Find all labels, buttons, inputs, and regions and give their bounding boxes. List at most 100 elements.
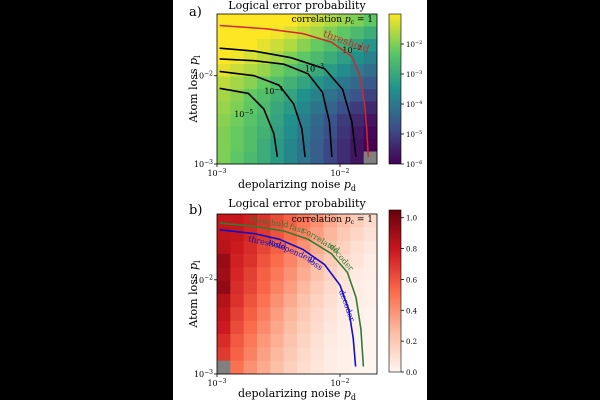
panel-b-cell	[283, 280, 298, 295]
panel-b-cell	[297, 360, 311, 375]
panel-b-cell	[257, 320, 271, 335]
panel-b-cell	[230, 240, 245, 255]
panel-a-cell	[297, 39, 311, 52]
panel-b-cell	[363, 280, 378, 295]
panel-a-cell	[310, 89, 325, 102]
panel-b-cell	[283, 347, 298, 362]
panel-b-cell	[230, 334, 245, 348]
panel-b-cell	[337, 214, 351, 228]
panel-b-cell	[310, 360, 325, 375]
panel-b-annotation: correlation pc = 1	[292, 215, 373, 226]
colorbar-tick-label: 1.0	[406, 215, 417, 223]
panel-b-cell	[230, 267, 245, 282]
panel-a-cell	[350, 101, 365, 115]
panel-b-cell	[297, 227, 311, 242]
panel-b-cell	[217, 280, 231, 295]
panel-a-cell	[350, 89, 365, 102]
panel-a-cell	[217, 89, 231, 102]
panel-b-cell	[283, 360, 298, 375]
panel-a-cell	[270, 39, 285, 52]
panel-a-cell	[217, 14, 231, 27]
panel-a-cell	[270, 64, 285, 77]
panel-b-cell	[217, 214, 231, 228]
panel-a-cell	[283, 64, 298, 77]
threshold-curve	[219, 229, 357, 367]
panel-a-cell	[363, 64, 378, 77]
panel-b-cell	[310, 347, 325, 362]
panel-a-cell	[363, 51, 378, 65]
panel-b-cell	[270, 280, 285, 295]
panel-b-cell	[283, 307, 298, 322]
panel-b-cell	[283, 267, 298, 282]
panel-a-cell	[270, 14, 285, 27]
colorbar-tick-label: 10−5	[406, 130, 422, 139]
panel-b-cell	[350, 360, 365, 375]
panel-a-cell	[243, 14, 258, 27]
threshold-curve	[219, 24, 370, 158]
panel-b-cell	[297, 294, 311, 308]
panel-b-cell	[257, 240, 271, 255]
panel-a-cell	[337, 139, 351, 152]
panel-a-cell	[270, 139, 285, 152]
panel-b-cell	[270, 240, 285, 255]
panel-b-cell	[363, 227, 378, 242]
panel-b-cell	[363, 214, 378, 228]
panel-b-cell	[283, 294, 298, 308]
panel-b-cell	[243, 280, 258, 295]
panel-b-cell	[230, 280, 245, 295]
panel-a-cell	[323, 76, 338, 90]
panel-a-cell	[270, 26, 285, 40]
panel-b-cell	[337, 307, 351, 322]
panel-b-cell	[363, 334, 378, 348]
panel-a-cell	[310, 76, 325, 90]
panel-a-cell	[230, 14, 245, 27]
panel-a-cell	[217, 139, 231, 152]
panel-a-cell	[230, 101, 245, 115]
panel-b-cell	[297, 307, 311, 322]
panel-a-cell	[323, 51, 338, 65]
panel-a-cell	[363, 26, 378, 40]
panel-b-cell	[243, 334, 258, 348]
panel-b-cell	[337, 267, 351, 282]
panel-a: a) Logical error probability 10−210−310−…	[187, 0, 422, 193]
panel-b-cell	[230, 307, 245, 322]
panel-b-cell	[283, 214, 298, 228]
panel-b-cell	[243, 214, 258, 228]
panel-b-cell	[363, 254, 378, 268]
panel-b-cell	[323, 294, 338, 308]
panel-a-cell	[230, 139, 245, 152]
panel-b-cell	[217, 240, 231, 255]
panel-b-cell	[257, 294, 271, 308]
panel-b-cell	[310, 240, 325, 255]
panel-b-cell	[243, 294, 258, 308]
panel-a-cell	[243, 139, 258, 152]
colorbar-tick-label: 0.0	[406, 369, 417, 377]
panel-b-label: b)	[189, 203, 202, 218]
panel-a-cell	[310, 101, 325, 115]
panel-b-cell	[270, 294, 285, 308]
panel-a-cell	[297, 89, 311, 102]
panel-a-cell	[217, 26, 231, 40]
panel-a-cell	[270, 114, 285, 127]
panel-a-cell	[243, 151, 258, 165]
panel-b-cell	[217, 294, 231, 308]
panel-a-cell	[337, 76, 351, 90]
panel-a-cell	[257, 14, 271, 27]
panel-b-cell	[337, 360, 351, 375]
panel-a-cell	[337, 151, 351, 165]
panel-a-colorbar	[388, 13, 402, 165]
panel-a-cell	[217, 76, 231, 90]
panel-a-cell	[350, 14, 365, 27]
panel-a-cell	[243, 39, 258, 52]
panel-b-cell	[283, 240, 298, 255]
colorbar-tick-label: 10−4	[406, 100, 422, 109]
panel-b-cell	[323, 214, 338, 228]
panel-a-x-tick-label: 10−2	[330, 168, 349, 178]
panel-b-cell	[257, 254, 271, 268]
panel-b-cell	[337, 240, 351, 255]
panel-a-cell	[350, 151, 365, 165]
panel-a-y-tick-label: 10−2	[194, 71, 213, 81]
panel-b-cell	[243, 254, 258, 268]
panel-b-cell	[283, 320, 298, 335]
panel-a-contours: 10−2 10−3 10−4 10−5	[219, 45, 362, 158]
